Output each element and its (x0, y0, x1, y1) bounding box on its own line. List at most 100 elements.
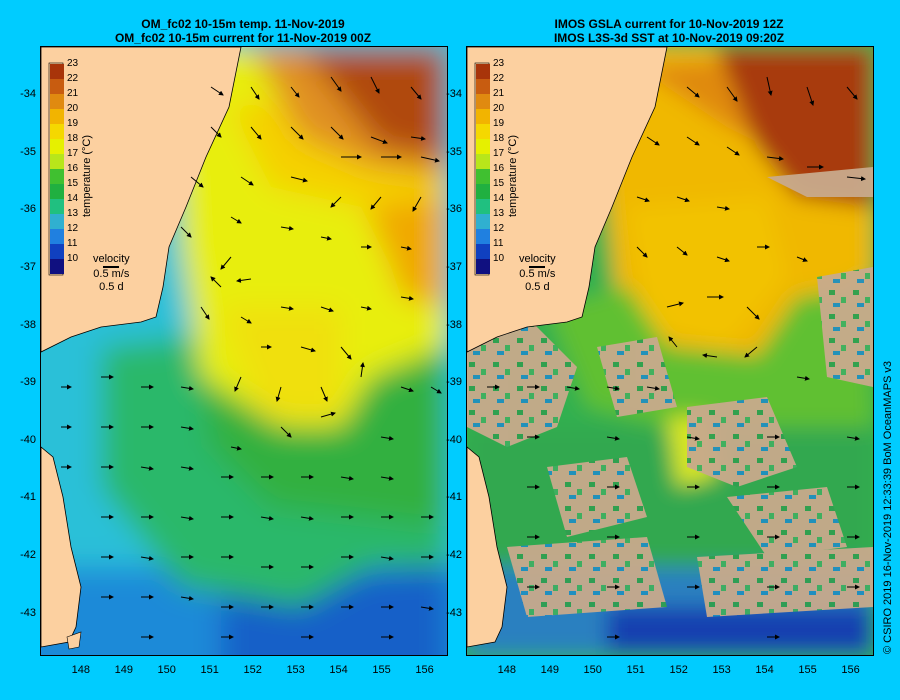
lat-tick-label: -41 (20, 491, 36, 504)
lat-tick-label: -41 (446, 491, 462, 504)
colorbar-tick-label: 19 (67, 118, 79, 129)
colorbar-cell (476, 79, 490, 94)
colorbar-tick-label: 17 (493, 148, 505, 159)
left-land (41, 47, 242, 650)
colorbar-cell (50, 94, 64, 109)
lon-tick-label: 156 (841, 664, 860, 676)
colorbar-cell (50, 124, 64, 139)
lon-tick-label: 156 (415, 664, 434, 676)
right-velocity-legend: velocity 0.5 m/s 0.5 d (519, 253, 556, 294)
right-title-line2: IMOS L3S-3d SST at 10-Nov-2019 09:20Z (553, 31, 785, 45)
colorbar-cell (50, 169, 64, 184)
colorbar-cell (50, 244, 64, 259)
colorbar-tick-label: 19 (493, 118, 505, 129)
colorbar-tick-label: 10 (493, 253, 505, 264)
colorbar-tick-label: 11 (493, 238, 504, 249)
lon-tick-label: 155 (798, 664, 817, 676)
right-panel-title: IMOS GSLA current for 10-Nov-2019 12Z IM… (466, 17, 872, 45)
colorbar-cell (476, 259, 490, 274)
colorbar-tick-label: 21 (67, 88, 79, 99)
colorbar-cell (476, 184, 490, 199)
colorbar-cell (476, 214, 490, 229)
lon-tick-label: 153 (286, 664, 305, 676)
lon-tick-label: 150 (583, 664, 602, 676)
velocity-time: 0.5 d (525, 281, 550, 293)
velocity-speed: 0.5 m/s (93, 268, 130, 280)
colorbar-cell (50, 64, 64, 79)
lat-tick-label: -42 (446, 549, 462, 562)
left-velocity-arrows (61, 76, 442, 640)
colorbar-cell (50, 139, 64, 154)
right-land (467, 47, 668, 648)
colorbar-tick-label: 18 (67, 133, 79, 144)
lat-tick-label: -37 (20, 260, 36, 273)
colorbar-cell (476, 94, 490, 109)
velocity-speed: 0.5 m/s (519, 268, 556, 280)
colorbar-tick-label: 16 (67, 163, 79, 174)
lon-tick-label: 150 (157, 664, 176, 676)
colorbar-cell (476, 244, 490, 259)
colorbar-cell (50, 229, 64, 244)
left-temperature-field (41, 47, 447, 655)
colorbar-cell (50, 184, 64, 199)
velocity-label: velocity (519, 253, 556, 265)
lon-tick-label: 153 (712, 664, 731, 676)
right-colorbar-cells (476, 64, 490, 274)
lat-tick-label: -34 (446, 87, 462, 100)
left-map-panel: 23 22 21 20 19 18 17 16 15 14 13 12 11 10 temperature… (40, 46, 448, 656)
right-title-line1: IMOS GSLA current for 10-Nov-2019 12Z (554, 17, 784, 31)
colorbar-tick-label: 12 (67, 223, 79, 234)
right-velocity-arrows (487, 76, 866, 640)
right-no-data (467, 167, 873, 617)
lon-tick-label: 149 (540, 664, 559, 676)
colorbar-cell (476, 154, 490, 169)
left-panel-title: OM_fc02 10-15m temp. 11-Nov-2019 OM_fc02… (40, 17, 446, 45)
colorbar-tick-label: 23 (67, 58, 79, 69)
colorbar-tick-label: 21 (493, 88, 505, 99)
credit-text: © CSIRO 2019 16-Nov-2019 12:33:39 BoM Oc… (882, 360, 894, 654)
colorbar-cell (476, 199, 490, 214)
colorbar-cell (476, 109, 490, 124)
lon-tick-label: 154 (755, 664, 774, 676)
colorbar-cell (476, 124, 490, 139)
lat-tick-label: -43 (446, 606, 462, 619)
lon-tick-label: 155 (372, 664, 391, 676)
colorbar-tick-label: 23 (493, 58, 505, 69)
lat-tick-label: -34 (20, 87, 36, 100)
colorbar-tick-label: 16 (493, 163, 505, 174)
lat-tick-label: -42 (20, 549, 36, 562)
colorbar-tick-label: 15 (67, 178, 79, 189)
lat-tick-label: -36 (446, 203, 462, 216)
lon-tick-label: 149 (114, 664, 133, 676)
colorbar-cell (476, 139, 490, 154)
lon-tick-label: 151 (200, 664, 219, 676)
left-colorbar-cells (50, 64, 64, 274)
velocity-time: 0.5 d (99, 281, 124, 293)
lat-tick-label: -38 (20, 318, 36, 331)
lat-tick-label: -35 (20, 145, 36, 158)
lat-tick-label: -39 (20, 376, 36, 389)
colorbar-tick-label: 10 (67, 253, 79, 264)
colorbar-tick-label: 20 (493, 103, 505, 114)
lat-tick-label: -40 (446, 433, 462, 446)
left-map-svg (41, 47, 447, 655)
lat-tick-label: -38 (446, 318, 462, 331)
colorbar-tick-label: 22 (493, 73, 505, 84)
lon-tick-label: 152 (243, 664, 262, 676)
colorbar-tick-label: 14 (493, 193, 505, 204)
lat-tick-label: -40 (20, 433, 36, 446)
right-map-svg (467, 47, 873, 655)
left-title-line1: OM_fc02 10-15m temp. 11-Nov-2019 (141, 17, 345, 31)
lon-tick-label: 151 (626, 664, 645, 676)
lat-tick-label: -43 (20, 606, 36, 619)
lat-tick-label: -39 (446, 376, 462, 389)
colorbar-tick-label: 18 (493, 133, 505, 144)
lon-tick-label: 148 (71, 664, 90, 676)
lon-tick-label: 154 (329, 664, 348, 676)
colorbar-tick-label: 12 (493, 223, 505, 234)
right-colorbar-label: temperature (°C) (507, 134, 519, 217)
colorbar-cell (476, 64, 490, 79)
colorbar-tick-label: 22 (67, 73, 79, 84)
colorbar-cell (476, 229, 490, 244)
colorbar-cell (50, 199, 64, 214)
